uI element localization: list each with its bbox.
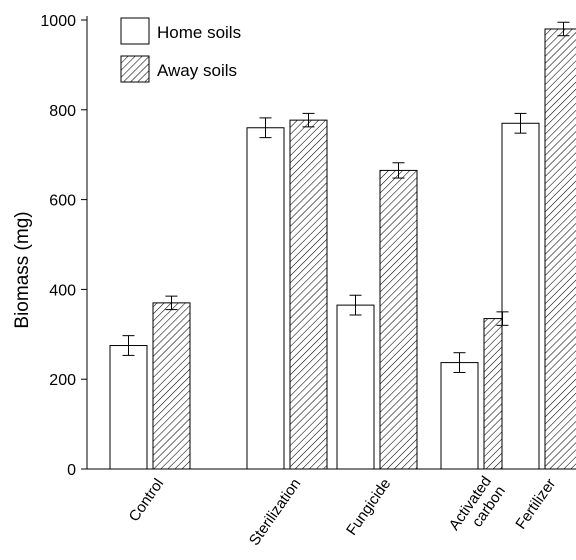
category-label: Control bbox=[126, 476, 168, 525]
y-tick-label: 1000 bbox=[40, 13, 76, 30]
bar-home-soils bbox=[246, 127, 285, 470]
y-ticks: 0 200 400 600 800 1000 bbox=[40, 13, 87, 479]
category-label: Sterilization bbox=[246, 476, 304, 549]
y-axis-title: Biomass (mg) bbox=[12, 211, 33, 328]
y-tick-label: 600 bbox=[49, 193, 76, 210]
bar-home-soils bbox=[501, 122, 540, 470]
legend: Home soils Away soils bbox=[120, 17, 241, 83]
bar-home-soils bbox=[440, 362, 479, 470]
bars bbox=[109, 28, 576, 470]
bar-away-soils bbox=[379, 169, 418, 470]
legend-label-home-soils: Home soils bbox=[157, 23, 241, 42]
bar-away-soils bbox=[544, 28, 576, 470]
y-tick-label: 200 bbox=[49, 372, 76, 389]
bar-home-soils bbox=[336, 304, 375, 470]
category-label: Activatedcarbon bbox=[446, 473, 509, 543]
category-labels: Control Sterilization Fungicide Activatedca… bbox=[126, 473, 560, 549]
y-tick-label: 800 bbox=[49, 103, 76, 120]
legend-swatch-away-soils bbox=[120, 55, 150, 83]
bar-away-soils bbox=[152, 302, 191, 470]
y-tick-label: 0 bbox=[67, 462, 76, 479]
legend-swatch-home-soils bbox=[120, 17, 150, 45]
category-label: Fertilizer bbox=[512, 476, 559, 533]
error-bars bbox=[122, 21, 570, 373]
legend-label-away-soils: Away soils bbox=[157, 61, 237, 80]
category-label: Fungicide bbox=[343, 476, 394, 539]
y-tick-label: 400 bbox=[49, 282, 76, 299]
bar-home-soils bbox=[109, 345, 148, 470]
bar-away-soils bbox=[289, 119, 328, 470]
